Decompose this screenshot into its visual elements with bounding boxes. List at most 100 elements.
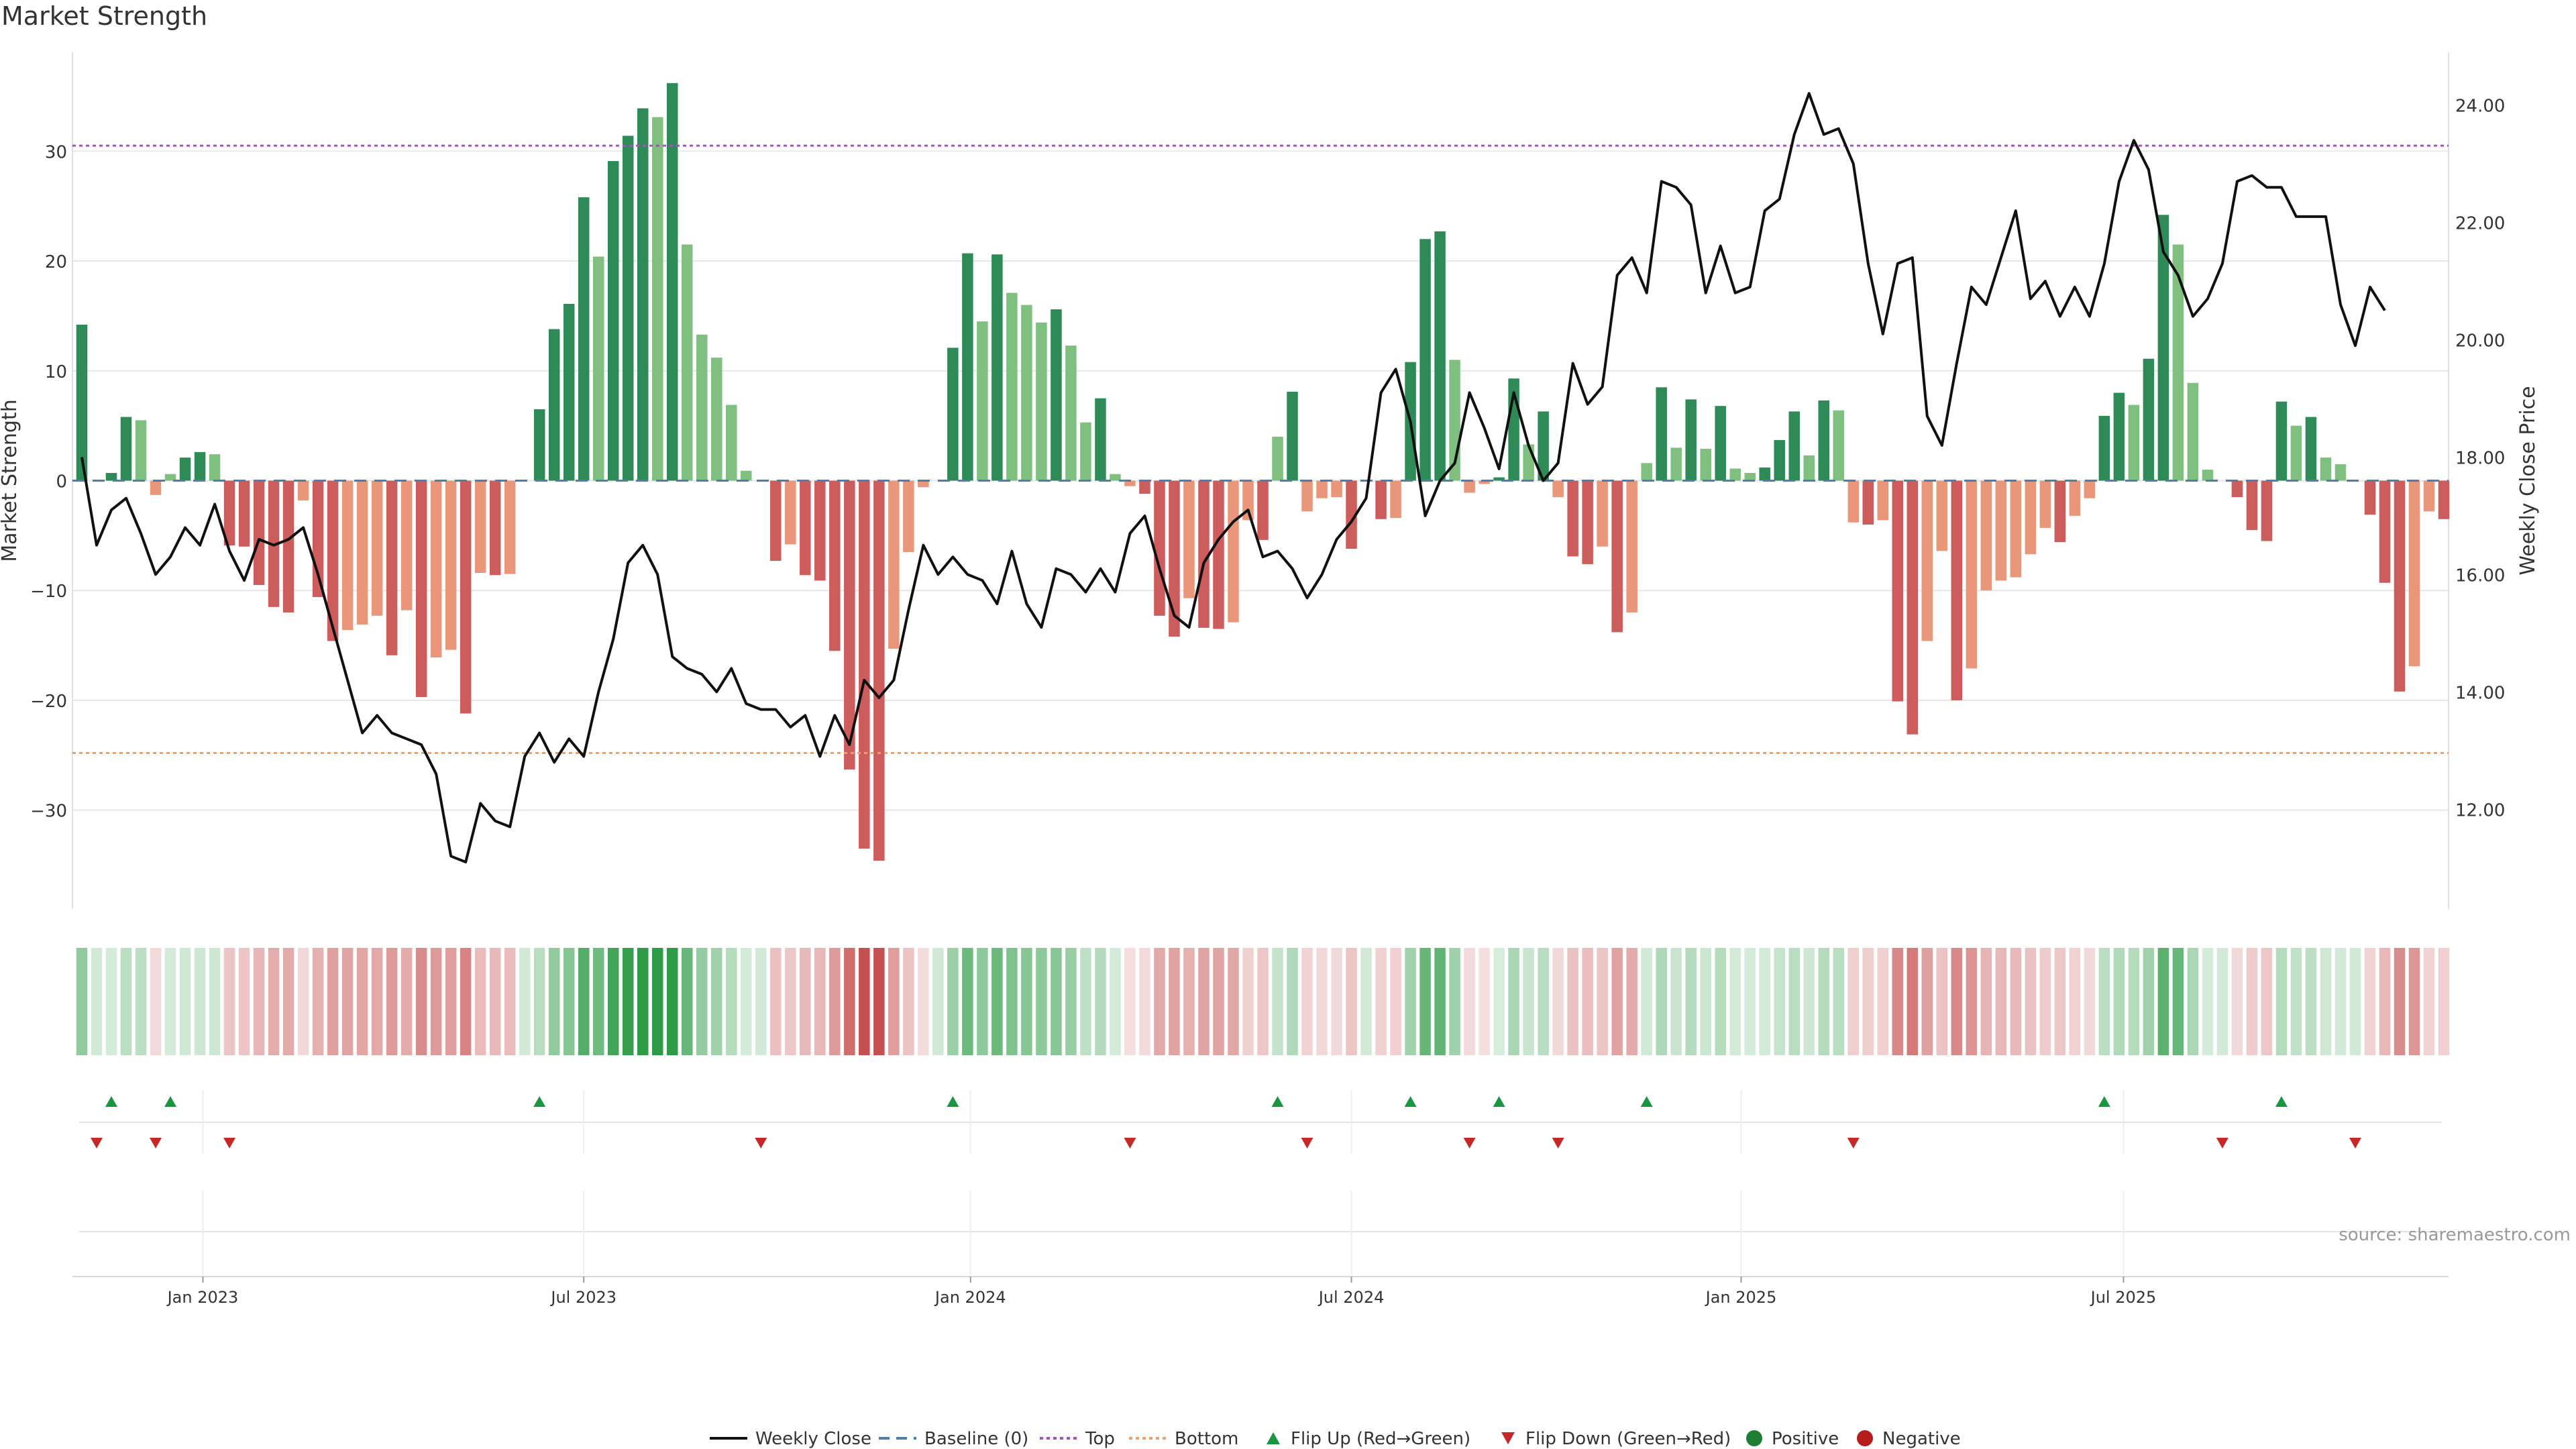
strength-bar	[962, 253, 973, 481]
heat-cell	[2098, 948, 2110, 1055]
heat-cell	[1626, 948, 1638, 1055]
heat-cell	[179, 948, 191, 1055]
y-tick-label-right: 18.00	[2455, 449, 2505, 469]
heat-cell	[1036, 948, 1047, 1055]
heat-cell	[1700, 948, 1711, 1055]
heat-cell	[2275, 948, 2288, 1055]
strength-bar	[578, 197, 590, 481]
heat-cell	[814, 948, 826, 1055]
heat-cell	[1538, 948, 1549, 1055]
heat-cell	[666, 948, 678, 1055]
heat-cell	[238, 948, 250, 1055]
strength-bar	[563, 303, 575, 481]
strength-bar	[282, 480, 294, 612]
strength-bar	[238, 480, 250, 547]
heat-cell	[1360, 948, 1372, 1055]
strength-bar	[1228, 480, 1239, 623]
y-tick-label-left: 30	[45, 142, 67, 162]
strength-bar	[2261, 480, 2273, 541]
heat-cell	[1892, 948, 1904, 1055]
heat-cell	[282, 948, 294, 1055]
strength-bar	[2025, 480, 2037, 555]
heat-cell	[209, 948, 221, 1055]
strength-bar	[1966, 480, 1978, 669]
heat-cell	[2379, 948, 2391, 1055]
heat-cell	[1183, 948, 1195, 1055]
x-tick-label: Jan 2025	[1705, 1288, 1777, 1307]
y-tick-label-left: −30	[30, 802, 67, 822]
strength-bar	[2172, 244, 2184, 481]
heat-cell	[1434, 948, 1446, 1055]
flip-down-marker	[1847, 1138, 1860, 1148]
legend-label: Positive	[1772, 1429, 1839, 1449]
y-tick-label-right: 20.00	[2455, 331, 2505, 352]
strength-bar	[194, 451, 206, 481]
heat-cell	[1597, 948, 1608, 1055]
heat-cell	[2423, 948, 2435, 1055]
strength-bar	[1272, 437, 1283, 481]
strength-bar	[533, 409, 545, 481]
strength-bar	[312, 480, 324, 598]
strength-bar	[2305, 417, 2317, 481]
strength-bar	[1700, 449, 1711, 481]
heat-cell	[873, 948, 885, 1055]
strength-bar	[770, 480, 782, 561]
strength-bar	[386, 480, 398, 655]
heat-cell	[1301, 948, 1313, 1055]
heat-cell	[1552, 948, 1564, 1055]
strength-bar	[1685, 399, 1697, 481]
heat-cell	[2187, 948, 2199, 1055]
y-tick-label-left: 10	[45, 362, 67, 382]
heat-cell	[1375, 948, 1387, 1055]
x-tick-label: Jan 2024	[934, 1288, 1006, 1307]
flip-up-marker	[1493, 1096, 1505, 1107]
strength-bar	[105, 473, 117, 481]
strength-bar	[2438, 480, 2450, 519]
strength-bar	[1006, 292, 1018, 481]
heat-cell	[947, 948, 959, 1055]
strength-bar	[1862, 480, 1874, 525]
heat-cell	[1316, 948, 1328, 1055]
heat-cell	[1419, 948, 1431, 1055]
strength-bar	[711, 358, 722, 481]
y-tick-label-left: −20	[30, 692, 67, 712]
strength-bar	[1759, 467, 1770, 481]
strength-bar	[607, 161, 619, 481]
flip-up-marker	[947, 1096, 959, 1107]
heat-cell	[120, 948, 132, 1055]
heat-cell	[1464, 948, 1475, 1055]
strength-bar	[1833, 410, 1844, 481]
strength-bar	[2408, 480, 2420, 667]
heat-cell	[829, 948, 841, 1055]
heat-cell	[1110, 948, 1121, 1055]
legend-symbol-negative	[1857, 1430, 1873, 1446]
strength-bar	[666, 83, 678, 481]
flip-down-marker	[1124, 1138, 1136, 1148]
strength-bar	[1479, 480, 1490, 484]
heat-cell	[1966, 948, 1978, 1055]
strength-bar	[947, 347, 959, 481]
flip-down-marker	[2349, 1138, 2361, 1148]
strength-bar	[1154, 480, 1165, 616]
heat-cell	[400, 948, 413, 1055]
strength-bar	[829, 480, 841, 651]
heat-cell	[1124, 948, 1136, 1055]
strength-bar	[2010, 480, 2022, 578]
heat-cell	[356, 948, 368, 1055]
heat-cell	[2438, 948, 2450, 1055]
strength-bar	[504, 480, 516, 574]
heat-cell	[1508, 948, 1519, 1055]
strength-bar	[1877, 480, 1889, 521]
strength-bar	[1124, 480, 1136, 486]
heat-cell	[1523, 948, 1534, 1055]
heat-cell	[1567, 948, 1578, 1055]
heat-cell	[1847, 948, 1860, 1055]
heat-cell	[1095, 948, 1106, 1055]
strength-bar	[2143, 358, 2155, 481]
heat-cell	[1287, 948, 1298, 1055]
flip-up-marker	[105, 1096, 118, 1107]
heat-cell	[150, 948, 162, 1055]
legend-symbol-flip-down	[1501, 1432, 1515, 1444]
heat-cell	[194, 948, 206, 1055]
heat-cell	[297, 948, 309, 1055]
